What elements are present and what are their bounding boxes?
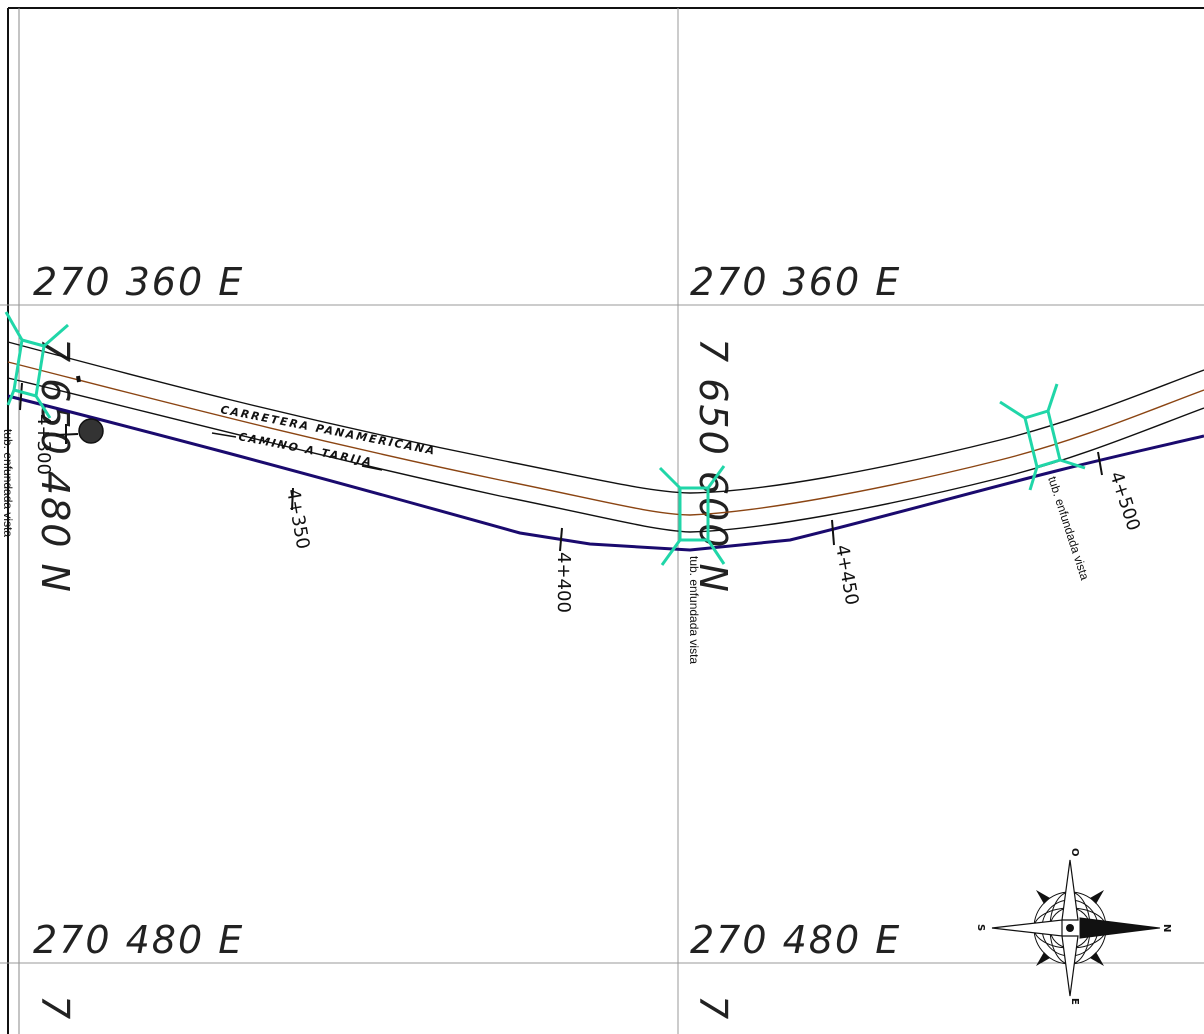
- chainage-ticks: [19, 375, 1103, 552]
- culvert-left: [4, 311, 69, 419]
- culvert-right: [999, 383, 1086, 491]
- north-arrow: [1079, 917, 1161, 939]
- coordinate-grid: [0, 8, 1204, 1034]
- drawing-frame: [7, 7, 1204, 1034]
- culvert-note-middle: tub. enfundada vista: [687, 556, 701, 664]
- chainage-label: 4+400: [553, 552, 574, 613]
- compass-north-label: N: [1161, 924, 1172, 932]
- grid-label-bottom-left-e: 270 480 E: [33, 918, 244, 962]
- culvert-middle: [658, 465, 726, 566]
- compass-south-label: S: [975, 924, 986, 931]
- culvert-note-left: tub. enfundada vista: [1, 429, 15, 537]
- road-centerline: [7, 361, 1204, 516]
- grid-label-bottom-left-n: 7: [33, 995, 77, 1021]
- compass-west-label: O: [1069, 848, 1080, 857]
- grid-label-left-n: 7 650 480 N: [33, 338, 77, 594]
- road-alignment: [7, 341, 1204, 552]
- road-boundary: [7, 394, 1204, 552]
- chainage-label: 4+300: [33, 414, 54, 475]
- grid-label-right-n: 7 650 600 N: [691, 338, 735, 594]
- road-edge-bottom: [7, 377, 1204, 533]
- grid-label-bottom-right-e: 270 480 E: [690, 918, 901, 962]
- grid-label-bottom-right-n: 7: [691, 995, 735, 1021]
- chainage-label: 4+350: [282, 487, 313, 551]
- compass-rose: N S E O: [975, 848, 1172, 1005]
- manhole-marker: [55, 418, 104, 444]
- grid-label-top-right-e: 270 360 E: [690, 260, 901, 304]
- road-name-underline-left: [211, 432, 237, 438]
- compass-east-label: E: [1069, 998, 1080, 1005]
- grid-label-top-left-e: 270 360 E: [33, 260, 244, 304]
- culvert-note-right: tub. enfundada vista: [1045, 475, 1092, 582]
- chainage-label: 4+500: [1105, 469, 1144, 533]
- road-name-underline-right: [361, 465, 383, 471]
- chainage-label: 4+450: [831, 543, 862, 607]
